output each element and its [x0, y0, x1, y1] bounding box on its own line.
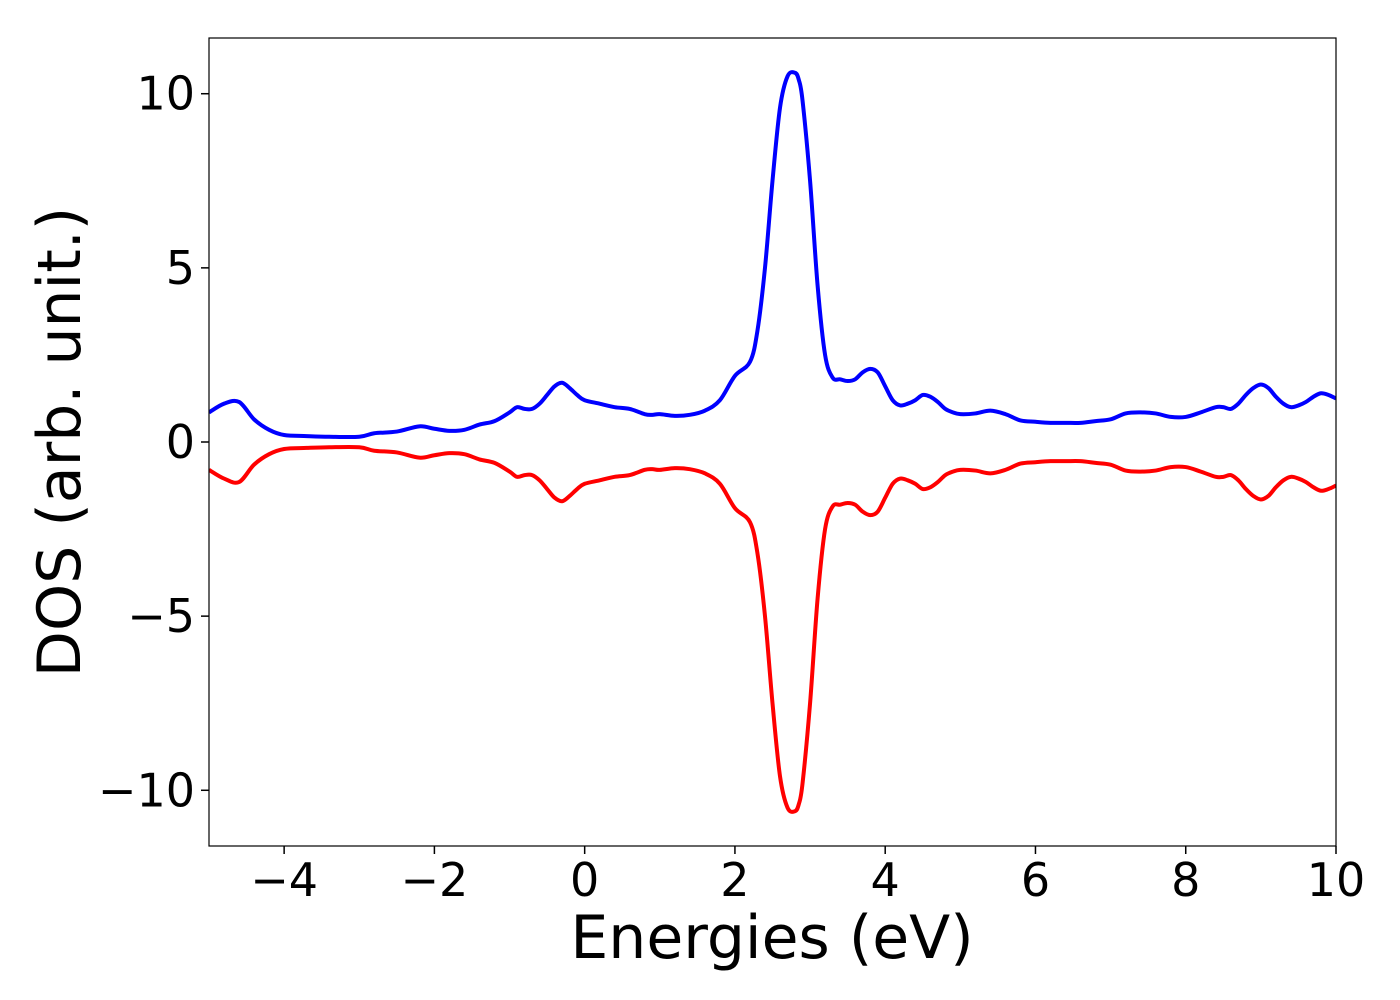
y-tick-label: −5: [127, 589, 195, 643]
y-axis-title: DOS (arb. unit.): [25, 207, 95, 677]
x-tick-label: 6: [1021, 853, 1050, 907]
series-layer: [209, 70, 1336, 814]
dos-series-line-negative: [209, 444, 1336, 814]
x-axis: −4 −2 0 2 4 6 8 10: [250, 846, 1365, 907]
x-tick-label: −2: [400, 853, 468, 907]
x-tick-label: 2: [720, 853, 749, 907]
x-tick-label: −4: [250, 853, 318, 907]
y-tick-label: 10: [136, 67, 195, 121]
y-axis: −10 −5 0 5 10: [98, 67, 209, 817]
x-axis-title: Energies (eV): [570, 903, 973, 973]
x-tick-label: 8: [1171, 853, 1200, 907]
dos-series-line-positive: [209, 70, 1336, 440]
y-tick-label: 5: [166, 241, 195, 295]
x-tick-label: 4: [871, 853, 900, 907]
x-tick-label: 10: [1307, 853, 1366, 907]
y-tick-label: 0: [166, 415, 195, 469]
x-tick-label: 0: [570, 853, 599, 907]
y-tick-label: −10: [98, 763, 195, 817]
